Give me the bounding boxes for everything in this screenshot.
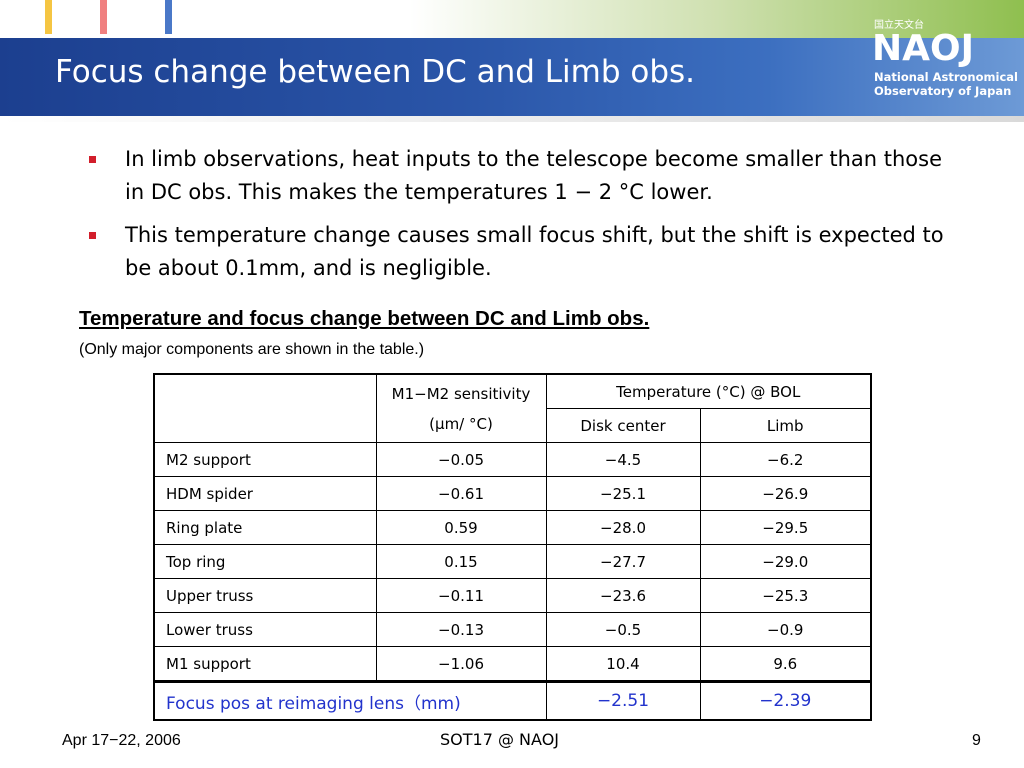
table-row: HDM spider −0.61 −25.1 −26.9 — [153, 476, 872, 511]
stripe — [165, 0, 172, 34]
table-cell: Ring plate — [153, 510, 377, 545]
bullet: In limb observations, heat inputs to the… — [89, 143, 945, 209]
focus-cell: −2.39 — [699, 680, 872, 721]
slide-title: Focus change between DC and Limb obs. — [55, 54, 696, 90]
table-note: (Only major components are shown in the … — [79, 341, 425, 358]
table-cell: −6.2 — [699, 442, 872, 477]
table-cell: −0.05 — [375, 442, 547, 477]
table-cell: −0.61 — [375, 476, 547, 511]
table-cell: −0.9 — [699, 612, 872, 647]
table-cell: M2 support — [153, 442, 377, 477]
table-caption: Temperature and focus change between DC … — [79, 307, 650, 330]
header-row: M1−M2 sensitivity (μm/ °C) Temperature (°… — [153, 373, 872, 443]
table-cell: −25.1 — [545, 476, 701, 511]
header-cell: Disk center — [545, 408, 701, 443]
table-cell: 9.6 — [699, 646, 872, 682]
table-row: M2 support −0.05 −4.5 −6.2 — [153, 442, 872, 477]
table-cell: −0.5 — [545, 612, 701, 647]
focus-cell: −2.51 — [545, 680, 701, 721]
header-row: Disk center Limb — [154, 408, 872, 443]
table-cell: −29.0 — [699, 544, 872, 579]
table-cell: −26.9 — [699, 476, 872, 511]
header-cell — [153, 373, 377, 443]
footer-date: Apr 17−22, 2006 — [62, 732, 181, 749]
table-cell: −27.7 — [545, 544, 701, 579]
table-row: M1 support −1.06 10.4 9.6 — [153, 646, 872, 682]
table-cell: −1.06 — [375, 646, 547, 682]
table-cell: 0.59 — [375, 510, 547, 545]
table-cell: Upper truss — [153, 578, 377, 613]
table-cell: M1 support — [153, 646, 377, 682]
table-cell: −29.5 — [699, 510, 872, 545]
focus-row: Focus pos at reimaging lens（mm) −2.51 −2.3… — [153, 680, 872, 721]
table-row: Upper truss −0.11 −23.6 −25.3 — [153, 578, 872, 613]
logo-kanji: 国立天文台 — [874, 20, 924, 31]
table-cell: −28.0 — [545, 510, 701, 545]
table-cell: −0.13 — [375, 612, 547, 647]
title-banner — [0, 38, 1024, 116]
header-cell: Limb — [699, 408, 872, 443]
footer-page: 9 — [972, 732, 981, 749]
table-cell: 0.15 — [375, 544, 547, 579]
table-cell: 10.4 — [545, 646, 701, 682]
logo-line: National Astronomical — [874, 70, 1018, 84]
table-cell: Lower truss — [153, 612, 377, 647]
table-cell: Top ring — [153, 544, 377, 579]
table-cell: −0.11 — [375, 578, 547, 613]
table-cell: HDM spider — [153, 476, 377, 511]
footer-center: SOT17 @ NAOJ — [440, 730, 559, 749]
table-row: Ring plate 0.59 −28.0 −29.5 — [153, 510, 872, 545]
table-row: Lower truss −0.13 −0.5 −0.9 — [153, 612, 872, 647]
table-cell: −25.3 — [699, 578, 872, 613]
header-text: (μm/ °C) — [429, 414, 493, 433]
table-row: Top ring 0.15 −27.7 −29.0 — [153, 544, 872, 579]
logo-mark: NAOJ — [872, 28, 974, 69]
bullet: This temperature change causes small foc… — [89, 219, 945, 285]
logo-line: Observatory of Japan — [874, 84, 1012, 98]
table-cell: −23.6 — [545, 578, 701, 613]
bullet-text: This temperature change causes small foc… — [125, 223, 944, 280]
stripe — [45, 0, 52, 34]
header-text: M1−M2 sensitivity — [391, 384, 531, 403]
table-cell: −4.5 — [545, 442, 701, 477]
header-cell: Temperature (°C) @ BOL — [545, 373, 872, 409]
data-table: M1−M2 sensitivity (μm/ °C) Temperature (°… — [153, 373, 872, 721]
bullet-text: In limb observations, heat inputs to the… — [125, 147, 943, 204]
banner-shadow — [0, 116, 1024, 122]
header-cell: M1−M2 sensitivity (μm/ °C) — [375, 373, 547, 443]
focus-label: Focus pos at reimaging lens（mm) — [153, 680, 547, 721]
logo: 国立天文台 NAOJ National Astronomical Observa… — [860, 14, 1024, 102]
stripe — [100, 0, 107, 34]
bullet-mark — [89, 156, 96, 163]
bullet-mark — [89, 232, 96, 239]
